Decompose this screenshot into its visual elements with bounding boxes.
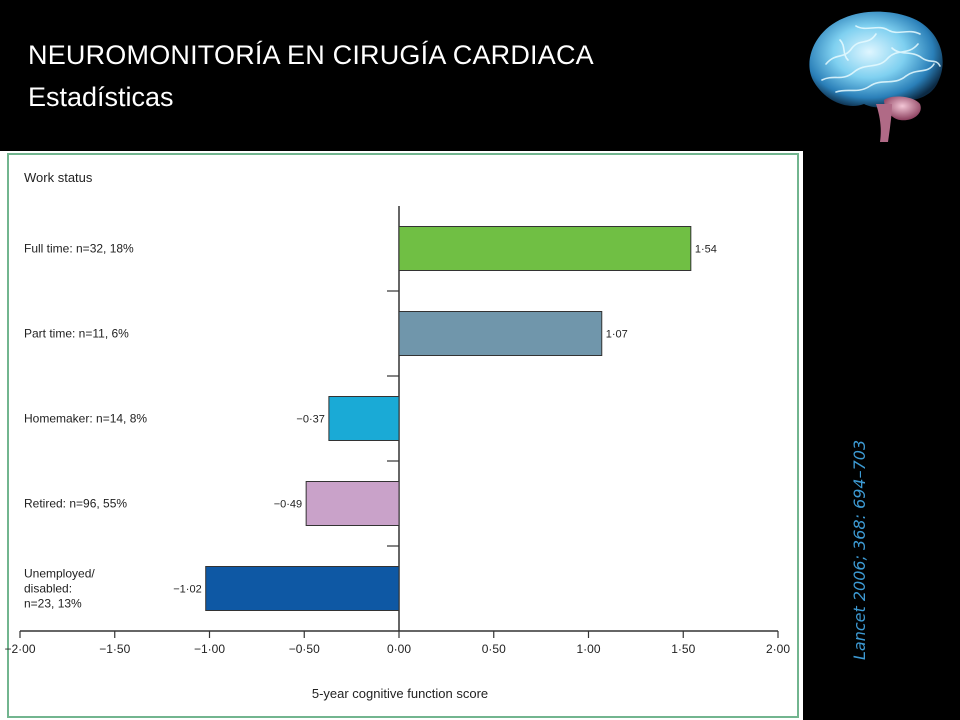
bar-value-label: −0·49 [274, 499, 302, 511]
chart-panel-title: Work status [24, 170, 93, 185]
axis-layer: −2·00 −1·50 −1·00 −0·50 0·00 0·50 1·00 1·50 2·00 [4, 206, 790, 656]
label-layer: 1·54 Full time: n=32, 18% 1·07 Part time: n… [24, 242, 717, 611]
category-label: Retired: n=96, 55% [24, 497, 127, 511]
bar-chart: Work status −2·00 −1·50 −1·00 −0·50 0·00 0·50… [4, 153, 799, 718]
bar [305, 481, 400, 526]
citation: Lancet 2006; 368: 694–703 [850, 439, 869, 660]
bar-value-label: 1·54 [695, 244, 717, 256]
x-tick-label: −0·50 [289, 642, 320, 656]
x-axis-title: 5-year cognitive function score [312, 686, 488, 701]
category-label: Unemployed/disabled: n=23, 13% [24, 567, 95, 611]
brain-cerebrum [809, 11, 943, 108]
bar-layer [205, 226, 692, 611]
chart-panel: Work status −2·00 −1·50 −1·00 −0·50 0·00 0·50… [0, 151, 803, 720]
bar [398, 311, 603, 356]
slide-subtitle: Estadísticas [28, 82, 174, 112]
x-tick-label: 0·50 [482, 642, 506, 656]
brain-image [809, 11, 943, 142]
category-label: Full time: n=32, 18% [24, 242, 134, 256]
bar-value-label: −0·37 [296, 414, 324, 426]
slide-header: NEUROMONITORÍA EN CIRUGÍA CARDIACA Estad… [0, 0, 960, 150]
bar [328, 396, 400, 441]
slide-title: NEUROMONITORÍA EN CIRUGÍA CARDIACA [28, 40, 594, 70]
x-tick-label: −2·00 [4, 642, 35, 656]
category-label: Part time: n=11, 6% [24, 327, 129, 341]
x-tick-label: 0·00 [387, 642, 411, 656]
bar-value-label: 1·07 [606, 329, 628, 341]
x-tick-label: −1·00 [194, 642, 225, 656]
x-tick-label: 1·00 [576, 642, 600, 656]
brain-stem [876, 104, 892, 142]
bar [205, 566, 400, 611]
x-tick-label: −1·50 [99, 642, 130, 656]
bar-value-label: −1·02 [173, 584, 201, 596]
x-tick-label: 2·00 [766, 642, 790, 656]
bar [398, 226, 692, 271]
x-tick-label: 1·50 [671, 642, 695, 656]
brain-cerebellum [884, 96, 921, 121]
category-label: Homemaker: n=14, 8% [24, 412, 147, 426]
